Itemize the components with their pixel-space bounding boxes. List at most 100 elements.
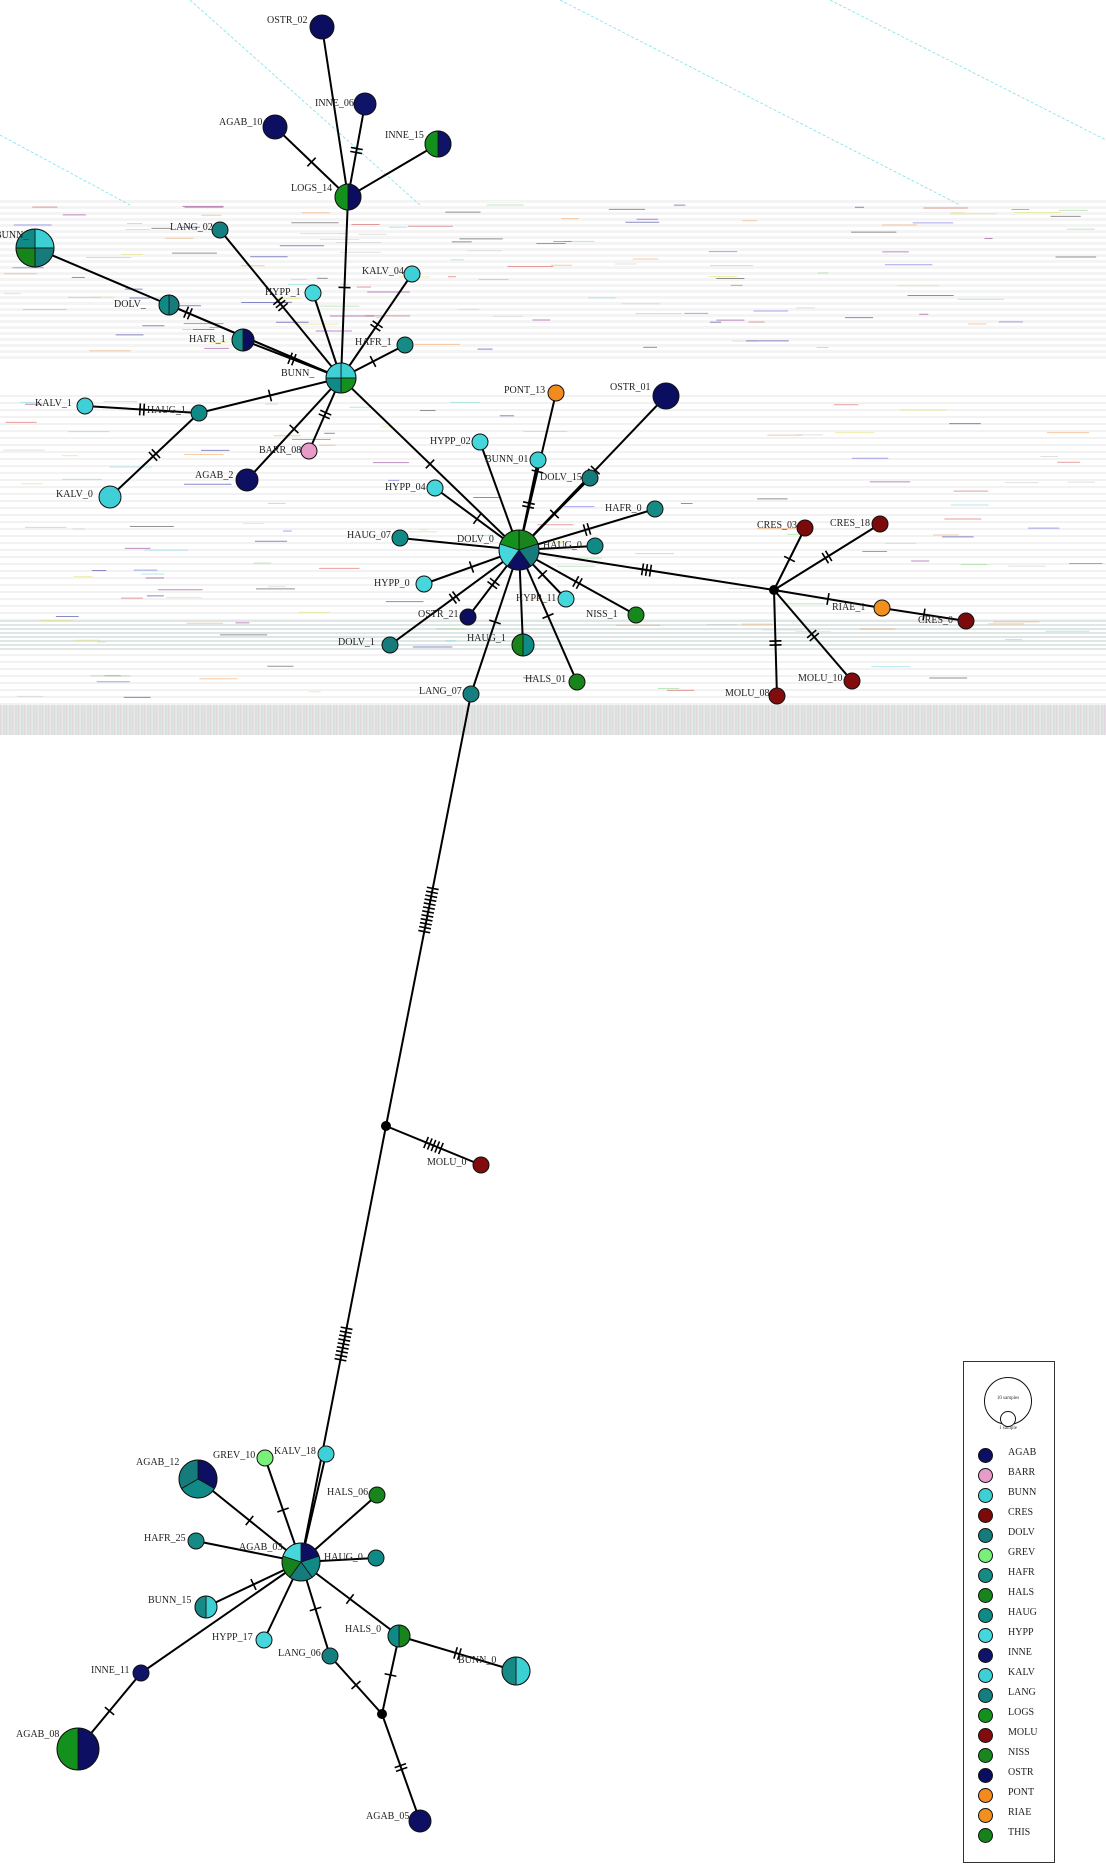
node-label: DOLV_0 — [457, 534, 494, 545]
haplotype-node-bunn-15 — [194, 1595, 218, 1619]
network-edge — [347, 103, 366, 198]
node-label: KALV_18 — [274, 1446, 316, 1457]
node-label: OSTR_01 — [610, 382, 651, 393]
node-slice — [426, 479, 444, 497]
haplotype-node-riae-1 — [873, 599, 891, 617]
legend-item-pont: PONT — [964, 1785, 1054, 1805]
legend-swatch — [978, 1828, 993, 1843]
node-slice — [77, 1727, 100, 1771]
mutation-tick — [537, 569, 548, 580]
haplotype-node-hals-0 — [387, 1624, 411, 1648]
haplotype-node-kalv-04 — [403, 265, 421, 283]
mutation-tick — [453, 1646, 459, 1659]
node-label: AGAB_05 — [366, 1811, 409, 1822]
legend-label: KALV — [1008, 1667, 1035, 1678]
mutation-tick — [423, 902, 436, 907]
mutation-tick — [824, 550, 833, 562]
mutation-tick — [448, 593, 458, 604]
haplotype-node-molu-10 — [843, 672, 861, 690]
node-label: MOLU_08 — [725, 688, 769, 699]
legend-label: CRES — [1008, 1507, 1034, 1518]
node-slice — [796, 519, 814, 537]
node-slice — [187, 1532, 205, 1550]
node-outline — [325, 362, 357, 394]
node-slice — [547, 384, 565, 402]
legend-item-grev: GREV — [964, 1545, 1054, 1565]
mutation-tick — [183, 306, 190, 319]
haplotype-node-inne-15 — [424, 130, 452, 158]
haplotype-node-ostr-21 — [459, 608, 477, 626]
haplotype-node-haug-1 — [190, 404, 208, 422]
haplotype-node-pont-13 — [547, 384, 565, 402]
mutation-tick — [250, 1578, 257, 1591]
node-label: NISS_1 — [586, 609, 618, 620]
mutation-tick — [350, 150, 363, 155]
mutation-tick — [522, 501, 535, 506]
legend-item-riae: RIAE — [964, 1805, 1054, 1825]
node-label: DOLV_1 — [338, 637, 375, 648]
mutation-tick — [338, 1338, 351, 1343]
node-label: HAUG_07 — [347, 530, 391, 541]
mutation-tick — [425, 459, 435, 469]
legend-label: DOLV — [1008, 1527, 1035, 1538]
legend-swatch — [978, 1588, 993, 1603]
node-slice — [98, 485, 122, 509]
legend-item-haug: HAUG — [964, 1605, 1054, 1625]
node-label: HALS_01 — [525, 674, 566, 685]
haplotype-node-haug-0 — [586, 537, 604, 555]
haplotype-node-molu-0 — [472, 1156, 490, 1174]
haplotype-node-cres-03 — [796, 519, 814, 537]
haplotype-node-hafr-0 — [646, 500, 664, 518]
node-outline — [158, 294, 180, 316]
node-label: BUNN_ — [281, 368, 315, 379]
legend-item-hafr: HAFR — [964, 1565, 1054, 1585]
node-slice — [646, 500, 664, 518]
legend-label: LOGS — [1008, 1707, 1035, 1718]
node-label: GREV_10 — [213, 1450, 255, 1461]
legend-item-molu: MOLU — [964, 1725, 1054, 1745]
mutation-tick — [419, 921, 432, 926]
legend-swatch — [978, 1788, 993, 1803]
node-slice — [459, 608, 477, 626]
mutation-tick — [472, 513, 482, 525]
mutation-tick — [345, 1593, 355, 1605]
mutation-tick — [582, 524, 588, 537]
legend-label: OSTR — [1008, 1767, 1034, 1778]
mutation-tick — [277, 302, 289, 312]
haplotype-node-bunn-hub — [325, 362, 357, 394]
node-outline — [511, 633, 535, 657]
node-label: INNE_06 — [315, 98, 354, 109]
mutation-tick — [309, 1606, 322, 1612]
mutation-tick — [318, 413, 331, 420]
node-label: INNE_15 — [385, 130, 424, 141]
node-slice — [334, 183, 349, 211]
haplotype-node-dolv-1 — [381, 636, 399, 654]
background-diagonal-line — [559, 0, 961, 206]
mutation-tick — [826, 592, 830, 606]
node-slice — [76, 397, 94, 415]
legend-item-cres: CRES — [964, 1505, 1054, 1525]
node-slice — [168, 294, 180, 316]
haplotype-node-cres-18 — [871, 515, 889, 533]
mutation-tick — [350, 146, 363, 151]
haplotype-node-kalv-18 — [317, 1445, 335, 1463]
node-slice — [262, 114, 288, 140]
node-label: HAFR_25 — [144, 1533, 186, 1544]
legend-label: NISS — [1008, 1747, 1030, 1758]
node-outline — [231, 328, 255, 352]
legend-swatch — [978, 1768, 993, 1783]
mutation-tick — [423, 1136, 430, 1149]
node-slice — [317, 1445, 335, 1463]
node-slice — [367, 1549, 385, 1567]
mutation-tick — [575, 577, 583, 590]
node-label: LANG_07 — [419, 686, 462, 697]
mutation-tick — [422, 906, 435, 910]
mutation-tick — [418, 929, 431, 934]
network-edge — [773, 589, 853, 682]
median-vector — [769, 585, 779, 595]
node-slice — [396, 336, 414, 354]
mutation-tick — [542, 612, 554, 620]
node-slice — [304, 284, 322, 302]
mutation-tick — [384, 1672, 397, 1678]
node-slice — [768, 687, 786, 705]
